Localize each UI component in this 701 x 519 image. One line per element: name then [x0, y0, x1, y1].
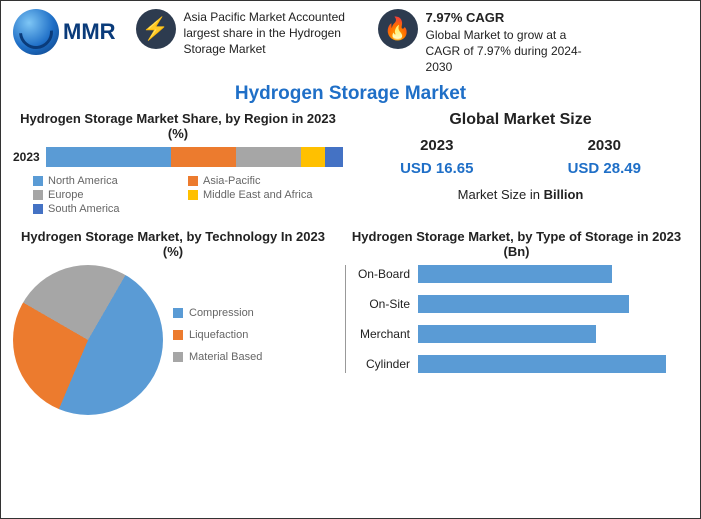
cagr-text: Global Market to grow at a CAGR of 7.97%… [426, 27, 596, 76]
global-market-title: Global Market Size [353, 111, 688, 129]
lower-grid: Hydrogen Storage Market, by Technology I… [1, 225, 700, 423]
legend-item: South America [33, 203, 188, 215]
cagr-title: 7.97% CAGR [426, 9, 596, 27]
storage-chart-title: Hydrogen Storage Market, by Type of Stor… [345, 229, 688, 259]
legend-item: Europe [33, 189, 188, 201]
bolt-icon: ⚡ [136, 9, 176, 49]
region-seg-europe [236, 147, 301, 167]
region-seg-asia-pacific [171, 147, 236, 167]
global-market-footer: Market Size in Billion [353, 187, 688, 202]
gm-year-2: 2030 [588, 137, 621, 154]
tech-chart-title: Hydrogen Storage Market, by Technology I… [13, 229, 333, 259]
region-seg-south-america [325, 147, 343, 167]
storage-bar [418, 325, 596, 343]
header-fact-2: 7.97% CAGR Global Market to grow at a CA… [426, 9, 596, 75]
storage-bar-label: Merchant [348, 327, 418, 341]
region-chart-title: Hydrogen Storage Market Share, by Region… [13, 111, 343, 141]
gm-val-2: USD 28.49 [568, 160, 641, 177]
storage-bar [418, 355, 666, 373]
global-market-panel: Global Market Size 2023 2030 USD 16.65 U… [353, 111, 688, 217]
global-market-years: 2023 2030 [353, 137, 688, 154]
storage-bar-row: On-Board [348, 265, 688, 283]
storage-bar-row: Merchant [348, 325, 688, 343]
mmr-logo: MMR [13, 9, 116, 55]
legend-item: Asia-Pacific [188, 175, 343, 187]
upper-grid: Hydrogen Storage Market Share, by Region… [1, 111, 700, 225]
gm-year-1: 2023 [420, 137, 453, 154]
flame-icon: 🔥 [378, 9, 418, 49]
region-seg-north-america [46, 147, 171, 167]
storage-bar [418, 265, 612, 283]
header-fact-1: Asia Pacific Market Accounted largest sh… [184, 9, 354, 58]
storage-bar [418, 295, 629, 313]
header: MMR ⚡ Asia Pacific Market Accounted larg… [1, 1, 700, 79]
region-seg-middle-east-and-africa [301, 147, 325, 167]
storage-bar-label: On-Site [348, 297, 418, 311]
storage-chart: Hydrogen Storage Market, by Type of Stor… [345, 229, 688, 415]
legend-item: Liquefaction [173, 329, 262, 341]
tech-legend: Compression Liquefaction Material Based [173, 307, 262, 373]
page-title: Hydrogen Storage Market [1, 83, 700, 105]
stacked-bar-year: 2023 [13, 150, 40, 164]
tech-pie [13, 265, 163, 415]
globe-icon [13, 9, 59, 55]
stacked-bar: 2023 [13, 147, 343, 167]
gm-val-1: USD 16.65 [400, 160, 473, 177]
legend-item: Middle East and Africa [188, 189, 343, 201]
region-chart: Hydrogen Storage Market Share, by Region… [13, 111, 343, 217]
storage-bar-label: Cylinder [348, 357, 418, 371]
storage-bar-row: On-Site [348, 295, 688, 313]
logo-text: MMR [63, 19, 116, 45]
region-legend: North AmericaAsia-PacificEuropeMiddle Ea… [13, 175, 343, 217]
legend-item: Material Based [173, 351, 262, 363]
global-market-values: USD 16.65 USD 28.49 [353, 160, 688, 177]
legend-item: Compression [173, 307, 262, 319]
storage-bar-label: On-Board [348, 267, 418, 281]
legend-item: North America [33, 175, 188, 187]
storage-bar-row: Cylinder [348, 355, 688, 373]
tech-chart: Hydrogen Storage Market, by Technology I… [13, 229, 333, 415]
